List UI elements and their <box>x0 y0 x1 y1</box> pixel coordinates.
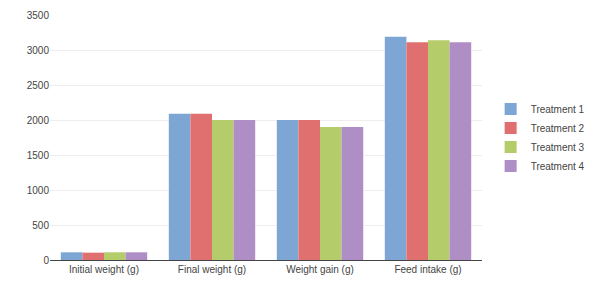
svg-text:1500: 1500 <box>27 150 50 161</box>
svg-text:Feed intake (g): Feed intake (g) <box>394 264 461 275</box>
svg-text:Treatment 3: Treatment 3 <box>531 142 585 153</box>
svg-text:2000: 2000 <box>27 115 50 126</box>
svg-text:500: 500 <box>32 220 49 231</box>
svg-text:0: 0 <box>43 255 49 266</box>
svg-text:Treatment 4: Treatment 4 <box>531 161 585 172</box>
svg-text:2500: 2500 <box>27 80 50 91</box>
svg-text:3500: 3500 <box>27 10 50 21</box>
svg-text:Treatment 2: Treatment 2 <box>531 123 585 134</box>
svg-text:3000: 3000 <box>27 45 50 56</box>
svg-text:Initial weight (g): Initial weight (g) <box>69 264 139 275</box>
svg-text:1000: 1000 <box>27 185 50 196</box>
svg-text:Weight gain (g): Weight gain (g) <box>286 264 354 275</box>
svg-text:Treatment 1: Treatment 1 <box>531 104 585 115</box>
svg-text:Final weight (g): Final weight (g) <box>178 264 246 275</box>
